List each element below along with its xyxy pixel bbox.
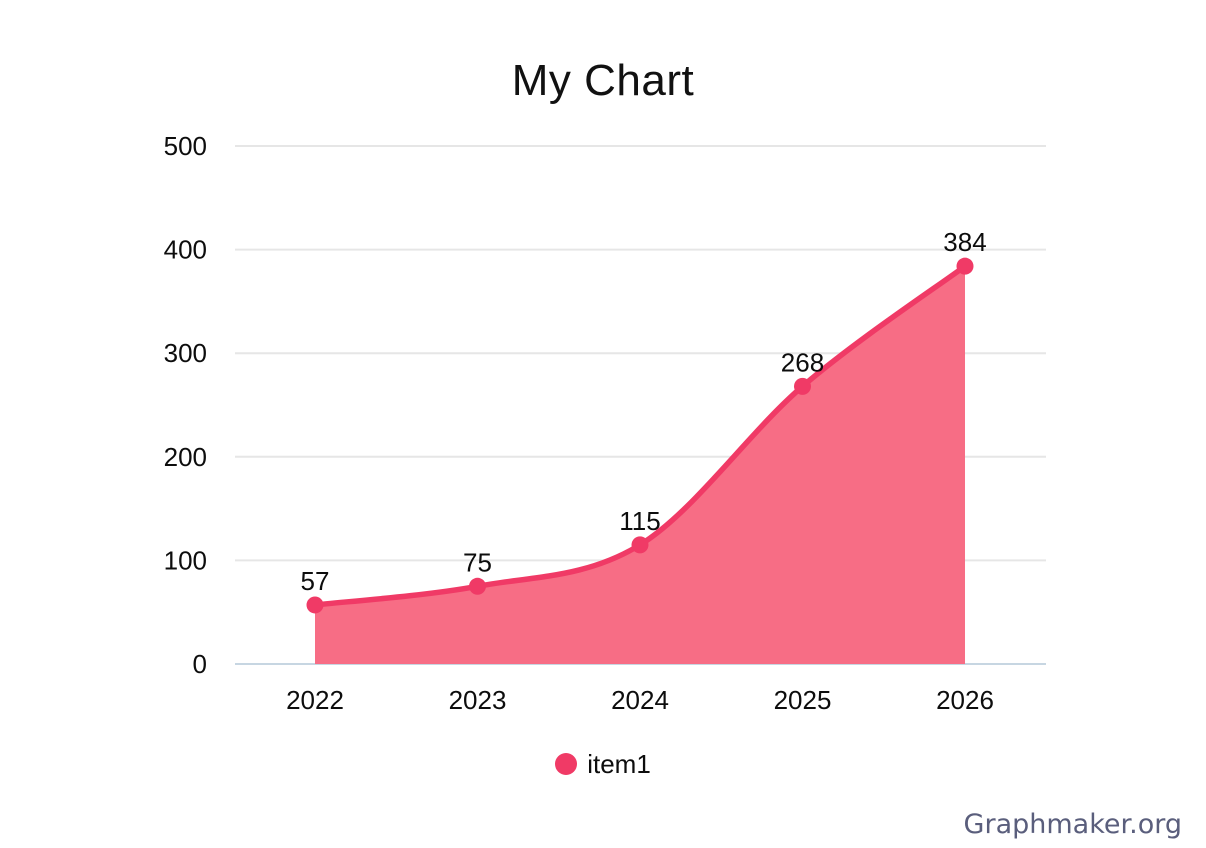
legend-item-item1[interactable]: item1 bbox=[555, 749, 651, 780]
x-axis-tick-label: 2024 bbox=[611, 685, 669, 715]
data-point-marker[interactable] bbox=[306, 596, 324, 614]
x-axis-tick-label: 2022 bbox=[286, 685, 344, 715]
data-point-label: 57 bbox=[301, 566, 330, 596]
chart-title: My Chart bbox=[511, 56, 695, 105]
legend: item1 bbox=[0, 748, 1206, 780]
legend-dot-icon bbox=[555, 753, 578, 775]
data-point-marker[interactable] bbox=[956, 257, 974, 275]
y-axis-tick-label: 200 bbox=[164, 442, 207, 472]
x-axis-tick-label: 2023 bbox=[449, 685, 507, 715]
series-line bbox=[312, 263, 968, 608]
graphmaker-watermark-link[interactable]: Graphmaker.org bbox=[963, 809, 1182, 840]
series-area-fill bbox=[315, 266, 965, 664]
data-point-label: 115 bbox=[619, 506, 660, 536]
legend-label: item1 bbox=[587, 748, 651, 779]
y-axis-tick-label: 300 bbox=[164, 338, 207, 368]
y-axis-tick-label: 400 bbox=[164, 235, 207, 265]
y-axis-tick-label: 0 bbox=[193, 649, 207, 679]
y-axis-tick-label: 100 bbox=[164, 545, 207, 575]
data-point-label: 75 bbox=[463, 547, 492, 577]
data-point-marker[interactable] bbox=[631, 536, 649, 554]
data-point-marker[interactable] bbox=[469, 577, 486, 595]
y-axis-tick-label: 500 bbox=[164, 131, 207, 161]
data-point-label: 384 bbox=[943, 227, 986, 257]
x-axis-tick-label: 2026 bbox=[936, 685, 994, 715]
data-point-marker[interactable] bbox=[794, 377, 811, 395]
data-point-label: 268 bbox=[781, 347, 824, 377]
x-axis-tick-label: 2025 bbox=[774, 685, 832, 715]
